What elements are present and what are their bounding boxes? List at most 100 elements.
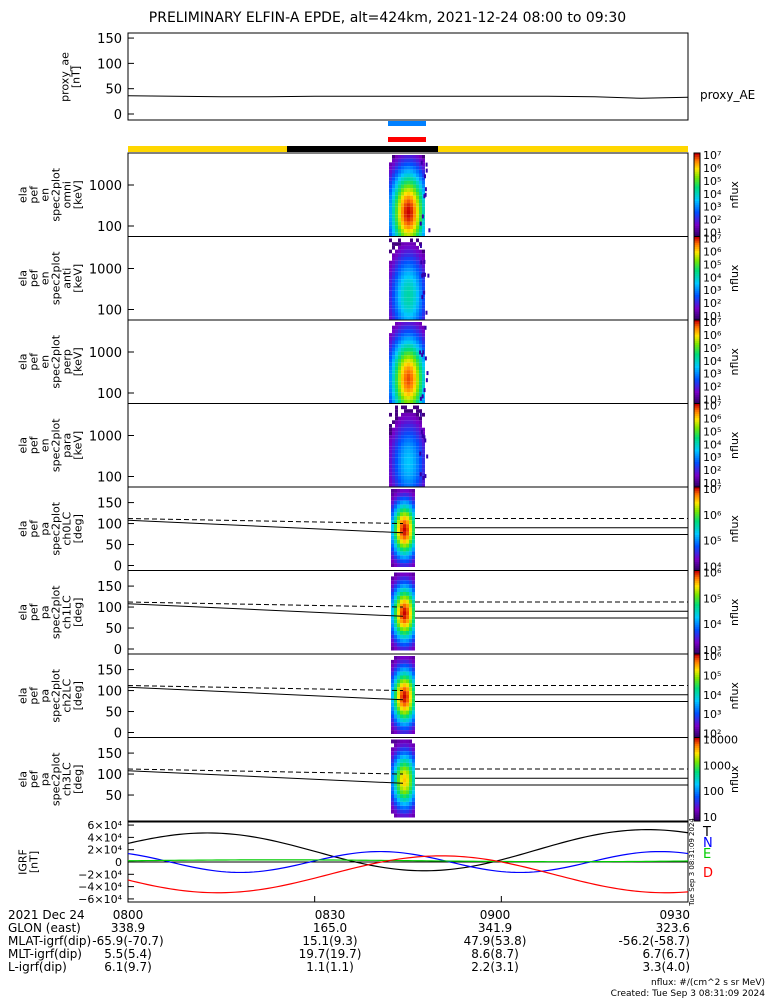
energy-spectrogram-3-colorbar-cell — [694, 413, 700, 417]
pitch-angle-panel-1-pixel — [412, 588, 415, 592]
pitch-angle-panel-2-tick-label: 150 — [97, 664, 122, 679]
energy-spectrogram-2-pixel — [416, 399, 419, 404]
pitch-angle-panel-0-pixel — [391, 516, 394, 521]
energy-spectrogram-0-pixel — [404, 214, 407, 218]
pitch-angle-panel-3-pixel — [394, 809, 397, 814]
energy-spectrogram-3-ylabel-line: [keV] — [72, 431, 85, 460]
energy-spectrogram-0-pixel — [392, 229, 395, 233]
energy-spectrogram-0-pixel — [398, 162, 401, 167]
energy-spectrogram-2-pixel — [389, 396, 392, 400]
energy-spectrogram-2-pixel — [423, 388, 426, 393]
pitch-angle-panel-0-colorbar-cell — [694, 489, 700, 492]
energy-spectrogram-2-pixel — [404, 381, 407, 385]
energy-spectrogram-0-pixel — [422, 166, 425, 170]
pitch-angle-panel-0-pixel — [394, 531, 397, 536]
pitch-angle-panel-3-colorbar-cell — [694, 804, 700, 807]
pitch-angle-panel-0-pixel — [412, 524, 415, 528]
energy-spectrogram-3-colorbar-tick: 10⁴ — [703, 438, 722, 451]
pitch-angle-panel-1-pixel — [412, 576, 415, 581]
energy-spectrogram-2-pixel — [404, 329, 407, 334]
pitch-angle-panel-2-pixel — [406, 656, 409, 660]
pitch-angle-panel-0-pixel — [406, 496, 409, 501]
energy-spectrogram-3-pixel — [389, 446, 392, 450]
energy-spectrogram-3-pixel — [404, 427, 407, 432]
energy-spectrogram-3-ylabel-line: pef — [28, 435, 41, 454]
energy-spectrogram-1-pixel — [395, 301, 398, 306]
pitch-angle-panel-3-pixel — [403, 805, 406, 810]
red-marker — [388, 137, 426, 142]
energy-spectrogram-0-pixel — [413, 232, 416, 237]
energy-spectrogram-0-pixel — [410, 169, 413, 174]
energy-spectrogram-0-colorbar-tick: 10⁶ — [703, 162, 722, 175]
xaxis-table-value: 6.1(9.7) — [104, 960, 152, 974]
pitch-angle-panel-2-pixel — [406, 683, 409, 688]
energy-spectrogram-1-pixel — [392, 297, 395, 302]
energy-spectrogram-3-pixel — [407, 427, 410, 432]
pitch-angle-panel-1-pixel — [409, 642, 412, 647]
pitch-angle-panel-0-pixel — [403, 528, 406, 532]
energy-spectrogram-2-colorbar-tick: 10⁷ — [703, 316, 721, 329]
energy-spectrogram-2-pixel — [395, 355, 398, 359]
pitch-angle-panel-1-pixel — [397, 588, 400, 592]
energy-spectrogram-2-pixel — [401, 362, 404, 367]
pitch-angle-panel-2-pixel — [394, 718, 397, 723]
energy-spectrogram-2-pixel — [401, 384, 404, 389]
pitch-angle-panel-1-colorbar-cell — [694, 597, 700, 601]
energy-spectrogram-2-pixel — [398, 322, 401, 326]
energy-spectrogram-3-pixel — [401, 416, 404, 421]
energy-spectrogram-1-pixel — [419, 301, 422, 306]
energy-spectrogram-2-pixel — [407, 322, 410, 326]
energy-spectrogram-2-pixel — [395, 344, 398, 348]
pitch-angle-panel-3-pixel — [409, 762, 412, 767]
energy-spectrogram-3-pixel — [423, 435, 426, 440]
energy-spectrogram-2-pixel — [401, 336, 404, 341]
energy-spectrogram-0-pixel — [398, 221, 401, 226]
energy-spectrogram-2-pixel — [410, 340, 413, 345]
pitch-angle-panel-2-pixel — [406, 695, 409, 699]
pitch-angle-panel-3-pixel — [412, 798, 415, 802]
energy-spectrogram-2-colorbar-cell — [694, 332, 700, 336]
xaxis-table-value: 2.2(3.1) — [471, 960, 519, 974]
energy-spectrogram-2-pixel — [407, 325, 410, 330]
pitch-angle-panel-2-pixel — [400, 718, 403, 723]
energy-spectrogram-2-tick-label: 100 — [97, 387, 122, 402]
pitch-angle-panel-3-pixel — [409, 755, 412, 759]
energy-spectrogram-1-pixel — [416, 257, 419, 261]
pitch-angle-panel-0-tick-label: 0 — [114, 560, 122, 575]
energy-spectrogram-3-colorbar-cell — [694, 484, 700, 488]
energy-spectrogram-2-pixel — [392, 362, 395, 367]
energy-spectrogram-1-pixel — [410, 271, 413, 276]
energy-spectrogram-0-colorbar-cell — [694, 209, 700, 212]
energy-spectrogram-2-pixel — [398, 325, 401, 330]
energy-spectrogram-3-pixel — [389, 464, 392, 469]
energy-spectrogram-0-colorbar-tick: 10³ — [703, 201, 721, 214]
pitch-angle-panel-1-pixel — [394, 615, 397, 620]
pitch-angle-panel-0-losscone-line — [127, 519, 404, 534]
pitch-angle-panel-1-pixel — [406, 576, 409, 581]
energy-spectrogram-2-pixel — [416, 377, 419, 382]
pitch-angle-panel-0-pixel — [406, 563, 409, 567]
energy-spectrogram-0-pixel — [389, 203, 392, 207]
pitch-angle-panel-1-pixel — [406, 592, 409, 596]
pitch-angle-panel-2-pixel — [409, 695, 412, 699]
pitch-angle-panel-3-pixel — [400, 809, 403, 814]
energy-spectrogram-0-pixel — [416, 221, 419, 226]
pitch-angle-panel-3-pixel — [412, 762, 415, 767]
energy-spectrogram-1-pixel — [413, 305, 416, 309]
energy-spectrogram-1-pixel — [401, 301, 404, 306]
energy-spectrogram-0-pixel — [401, 210, 404, 215]
energy-spectrogram-0-pixel — [398, 203, 401, 207]
energy-spectrogram-0-colorbar-cell — [694, 157, 700, 160]
pitch-angle-panel-3-pixel — [403, 751, 406, 756]
energy-spectrogram-3-pixel — [401, 405, 404, 410]
energy-spectrogram-1-pixel — [421, 295, 424, 300]
energy-spectrogram-2-pixel — [401, 392, 404, 396]
energy-spectrogram-2-pixel — [413, 399, 416, 404]
pitch-angle-panel-0-pixel — [409, 516, 412, 521]
pitch-angle-panel-0-ylabel-line: ela — [17, 520, 30, 537]
energy-spectrogram-3-pixel — [419, 464, 422, 469]
pitch-angle-panel-1-colorbar-cell — [694, 645, 700, 649]
energy-spectrogram-2-pixel — [422, 381, 425, 385]
energy-spectrogram-0-pixel — [407, 173, 410, 178]
